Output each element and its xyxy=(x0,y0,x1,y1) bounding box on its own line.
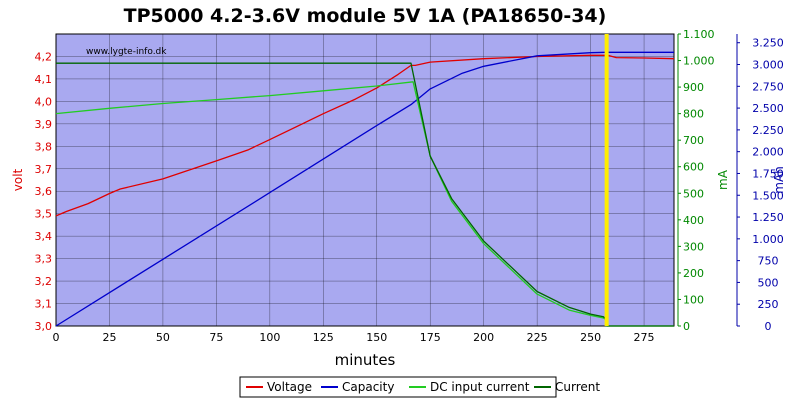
right-mah-tick-label: 1.500 xyxy=(752,189,784,202)
x-tick-label: 150 xyxy=(366,331,387,344)
series-capacity xyxy=(55,51,674,327)
left-tick-label: 3,0 xyxy=(35,320,53,333)
right-ma-tick-label: 1.000 xyxy=(683,55,715,68)
series-voltage xyxy=(55,54,675,217)
x-tick-label: 0 xyxy=(53,331,60,344)
left-tick-label: 3,1 xyxy=(35,298,53,311)
legend-item-label: Capacity xyxy=(342,380,394,394)
x-tick-label: 125 xyxy=(313,331,334,344)
legend-item-label: Current xyxy=(555,380,600,394)
x-tick-label: 25 xyxy=(102,331,116,344)
x-tick-label: 275 xyxy=(634,331,655,344)
x-tick-label: 200 xyxy=(473,331,494,344)
legend-item-label: DC input current xyxy=(430,380,530,394)
right-mah-tick-label: 2.500 xyxy=(752,102,784,115)
right-mah-tick-label: 1.250 xyxy=(752,211,784,224)
right-mah-tick-label: 1.750 xyxy=(752,167,784,180)
watermark: www.lygte-info.dk xyxy=(86,47,167,57)
x-tick-label: 100 xyxy=(259,331,280,344)
right-mah-tick-label: 2.000 xyxy=(752,146,784,159)
right-ma-tick-label: 1.100 xyxy=(683,28,715,41)
right-mah-tick-label: 2.750 xyxy=(752,80,784,93)
left-tick-label: 4,2 xyxy=(35,50,53,63)
tick-labels: 0 25 50 75 100 125 150 175 200 225 250 275 3,0 3,1 3,2… xyxy=(35,28,784,344)
series-layer xyxy=(55,34,675,327)
right-ma-tick-label: 600 xyxy=(683,161,704,174)
x-tick-label: 50 xyxy=(156,331,170,344)
right-mah-tick-label: 750 xyxy=(758,255,779,268)
x-tick-label: 175 xyxy=(420,331,441,344)
right-ma-tick-label: 0 xyxy=(683,320,690,333)
right-mah-tick-label: 3.250 xyxy=(752,37,784,50)
left-tick-label: 3,5 xyxy=(35,208,53,221)
right-mah-tick-label: 2.250 xyxy=(752,124,784,137)
chart-title: TP5000 4.2-3.6V module 5V 1A (PA18650-34… xyxy=(124,5,607,27)
right-mah-tick-label: 500 xyxy=(758,276,779,289)
plot-area xyxy=(55,33,675,327)
left-tick-label: 3,2 xyxy=(35,275,53,288)
legend-box xyxy=(239,376,557,398)
right-ma-tick-label: 100 xyxy=(683,293,704,306)
right-ma-tick-label: 300 xyxy=(683,240,704,253)
left-tick-label: 3,7 xyxy=(35,163,53,176)
right-ma-tick-label: 800 xyxy=(683,108,704,121)
left-tick-label: 4,0 xyxy=(35,95,53,108)
left-tick-label: 3,3 xyxy=(35,253,53,266)
right-ma-tick-label: 900 xyxy=(683,81,704,94)
left-tick-label: 3,9 xyxy=(35,118,53,131)
right-ma-tick-label: 500 xyxy=(683,187,704,200)
x-axis-label: minutes xyxy=(335,351,396,369)
right-mah-tick-label: 0 xyxy=(765,320,772,333)
right-axis-label-ma: mA xyxy=(716,169,730,190)
x-tick-label: 225 xyxy=(527,331,548,344)
left-tick-label: 3,4 xyxy=(35,230,53,243)
left-tick-label: 3,8 xyxy=(35,140,53,153)
left-tick-label: 3,6 xyxy=(35,185,53,198)
legend: Voltage Capacity DC input current Current xyxy=(239,376,600,398)
right-mah-tick-label: 250 xyxy=(758,298,779,311)
right-mah-tick-label: 1.000 xyxy=(752,233,784,246)
right-ma-tick-label: 200 xyxy=(683,267,704,280)
legend-item-label: Voltage xyxy=(267,380,312,394)
x-tick-label: 250 xyxy=(580,331,601,344)
right-ma-tick-label: 400 xyxy=(683,214,704,227)
left-tick-label: 4,1 xyxy=(35,73,53,86)
grid xyxy=(55,34,674,327)
left-axis-label: volt xyxy=(11,168,25,191)
x-tick-label: 75 xyxy=(209,331,223,344)
right-axis-label-mah: mAh xyxy=(772,166,786,194)
right-ma-tick-label: 700 xyxy=(683,134,704,147)
right-mah-tick-label: 3.000 xyxy=(752,59,784,72)
